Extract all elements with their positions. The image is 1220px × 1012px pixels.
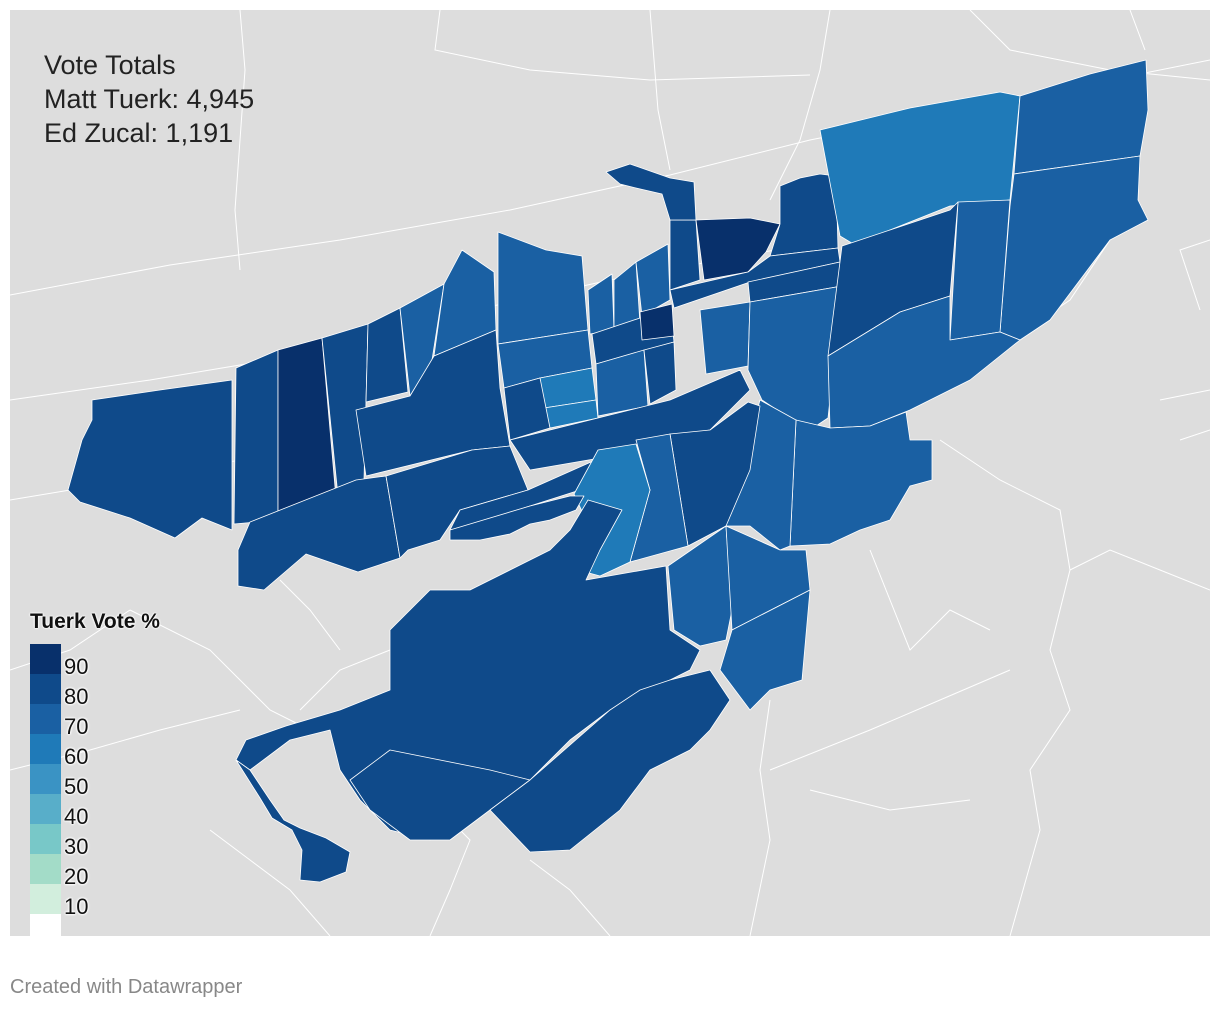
- precinct-north-dark[interactable]: [695, 217, 781, 281]
- precinct-corridor-a[interactable]: [509, 369, 751, 471]
- precinct-north-east-d[interactable]: [699, 301, 751, 375]
- legend-label: 90: [64, 654, 89, 679]
- precinct-corridor-c[interactable]: [669, 219, 701, 291]
- precinct-river-strip[interactable]: [449, 495, 585, 541]
- legend-swatch-tail: [30, 914, 61, 936]
- legend-swatch: [30, 644, 61, 674]
- precinct-far-west[interactable]: [67, 379, 233, 539]
- legend-label: 30: [64, 834, 89, 859]
- road-network: [10, 10, 1210, 936]
- legend-swatch: [30, 824, 61, 854]
- precinct-east-3[interactable]: [669, 401, 761, 547]
- legend-swatch: [30, 794, 61, 824]
- legend-label: 50: [64, 774, 89, 799]
- precinct-south-center[interactable]: [349, 749, 531, 841]
- legend-label: 70: [64, 714, 89, 739]
- vote-totals-tuerk: Matt Tuerk: 4,945: [44, 84, 255, 114]
- precinct-west-1[interactable]: [233, 349, 279, 525]
- precinct-north-east-a[interactable]: [769, 173, 839, 257]
- color-legend: Tuerk Vote % 90 80 70 60 50: [30, 610, 190, 936]
- legend-row-10: 10: [30, 884, 190, 919]
- precinct-west-6[interactable]: [433, 249, 497, 357]
- map-frame: Vote Totals Matt Tuerk: 4,945 Ed Zucal: …: [10, 10, 1210, 936]
- precinct-north-central-j-dark[interactable]: [639, 303, 675, 341]
- precinct-east-1[interactable]: [789, 411, 933, 547]
- precinct-north-east-b[interactable]: [669, 247, 841, 309]
- legend-row-40: 40: [30, 794, 190, 829]
- legend-label: 20: [64, 864, 89, 889]
- legend-row-30: 30: [30, 824, 190, 859]
- precinct-central-west-b[interactable]: [237, 475, 401, 591]
- precinct-southeast-b[interactable]: [725, 525, 811, 631]
- legend-row-60: 60: [30, 734, 190, 769]
- precinct-north-central-a[interactable]: [497, 231, 589, 345]
- precinct-west-4[interactable]: [365, 307, 409, 403]
- precinct-northeast-column[interactable]: [949, 199, 1011, 341]
- legend-label: 40: [64, 804, 89, 829]
- precinct-north-central-l[interactable]: [643, 341, 677, 405]
- footer-credit[interactable]: Created with Datawrapper: [10, 976, 243, 998]
- precinct-southeast-c[interactable]: [719, 589, 811, 711]
- legend-swatch: [30, 704, 61, 734]
- legend-row-70: 70: [30, 704, 190, 739]
- legend-title: Tuerk Vote %: [30, 610, 160, 633]
- vote-totals-zucal: Ed Zucal: 1,191: [44, 118, 234, 148]
- vote-totals-heading: Vote Totals: [44, 50, 176, 80]
- legend-swatch: [30, 734, 61, 764]
- legend-swatch: [30, 884, 61, 914]
- precinct-north-central-f[interactable]: [587, 273, 615, 335]
- precinct-layer: [67, 59, 1149, 883]
- precinct-north-central-e[interactable]: [503, 377, 551, 441]
- precinct-north-tip[interactable]: [605, 163, 697, 221]
- precinct-northeast-far[interactable]: [1013, 59, 1149, 175]
- legend-row-20: 20: [30, 854, 190, 889]
- precinct-northeast-edge[interactable]: [999, 155, 1149, 341]
- legend-row-50: 50: [30, 764, 190, 799]
- legend-swatch: [30, 764, 61, 794]
- vote-totals-panel: Vote Totals Matt Tuerk: 4,945 Ed Zucal: …: [44, 48, 254, 150]
- legend-row-80: 80: [30, 674, 190, 709]
- precinct-south-east-lower[interactable]: [489, 669, 731, 853]
- precinct-north-central-h[interactable]: [635, 243, 671, 317]
- legend-rows: 90 80 70 60 50 40: [30, 644, 190, 936]
- legend-swatch: [30, 674, 61, 704]
- legend-label: 10: [64, 894, 89, 919]
- legend-label: 80: [64, 684, 89, 709]
- legend-swatch: [30, 854, 61, 884]
- precinct-south-inlet[interactable]: [235, 759, 351, 883]
- legend-row-90: 90: [30, 644, 190, 679]
- precinct-south-large[interactable]: [235, 499, 701, 841]
- legend-label: 60: [64, 744, 89, 769]
- precinct-map[interactable]: [10, 10, 1210, 936]
